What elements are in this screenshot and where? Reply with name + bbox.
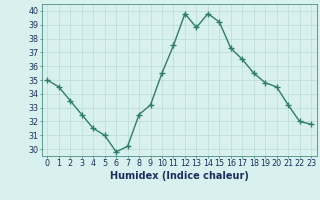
X-axis label: Humidex (Indice chaleur): Humidex (Indice chaleur): [110, 171, 249, 181]
